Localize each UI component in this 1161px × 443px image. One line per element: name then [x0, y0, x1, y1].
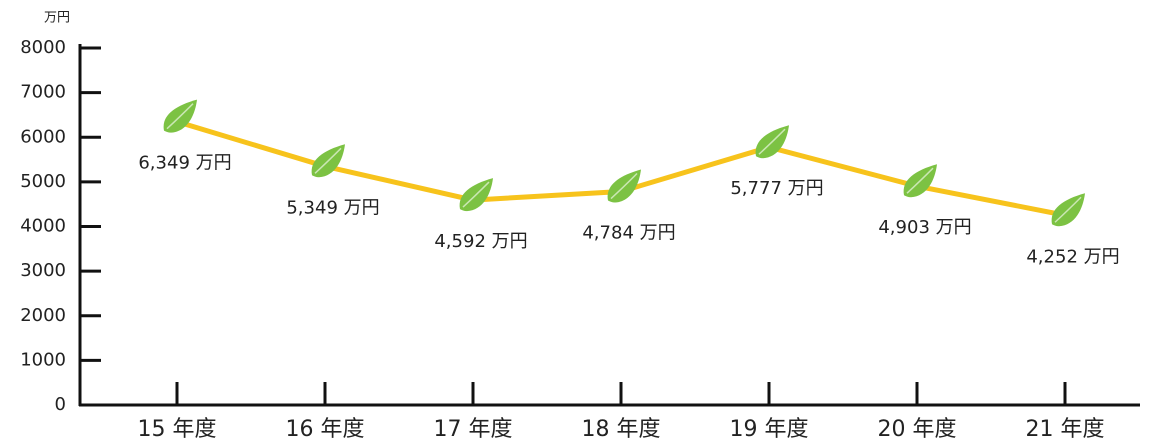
- value-label: 4,252 万円: [1026, 246, 1119, 267]
- x-tick-label: 15 年度: [138, 417, 217, 442]
- x-tick-label: 20 年度: [878, 417, 957, 442]
- x-tick-label: 17 年度: [434, 417, 513, 442]
- y-tick-label: 1000: [20, 349, 66, 370]
- x-tick-label: 21 年度: [1026, 417, 1105, 442]
- leaf-vein: [1054, 196, 1082, 223]
- y-tick-label: 5000: [20, 171, 66, 192]
- y-tick-label: 6000: [20, 126, 66, 147]
- y-tick-label: 8000: [20, 37, 66, 58]
- unit-label: 万円: [44, 11, 70, 26]
- leaf-vein: [314, 147, 342, 174]
- leaf-vein: [462, 181, 490, 208]
- y-tick-label: 2000: [20, 305, 66, 326]
- value-label: 4,784 万円: [582, 223, 675, 244]
- value-label: 5,777 万円: [730, 178, 823, 199]
- y-tick-label: 4000: [20, 216, 66, 237]
- y-tick-label: 0: [55, 394, 66, 415]
- leaf-vein: [758, 128, 786, 155]
- leaf-vein: [166, 103, 194, 130]
- x-tick-label: 19 年度: [730, 417, 809, 442]
- value-label: 6,349 万円: [138, 153, 231, 174]
- y-tick-label: 7000: [20, 82, 66, 103]
- value-label: 4,903 万円: [878, 217, 971, 238]
- leaf-vein: [906, 167, 934, 194]
- value-label: 4,592 万円: [434, 231, 527, 252]
- y-tick-label: 3000: [20, 260, 66, 281]
- leaf-vein: [610, 172, 638, 200]
- x-tick-label: 16 年度: [286, 417, 365, 442]
- value-label: 5,349 万円: [286, 197, 379, 218]
- x-tick-label: 18 年度: [582, 417, 661, 442]
